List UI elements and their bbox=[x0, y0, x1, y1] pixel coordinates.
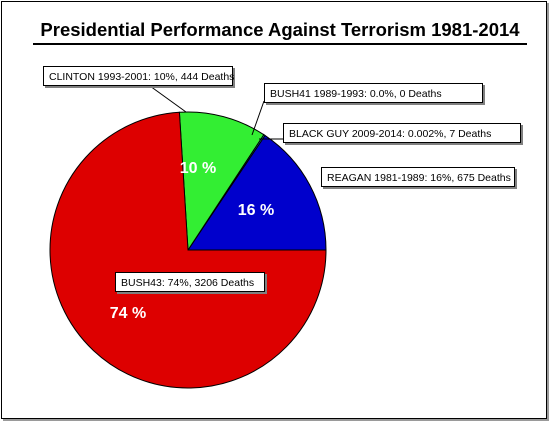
pie-slice-clinton bbox=[178, 111, 265, 252]
callout-clinton: CLINTON 1993-2001: 10%, 444 Deaths bbox=[43, 66, 234, 86]
callout-bush43: BUSH43: 74%, 3206 Deaths bbox=[115, 272, 265, 292]
callout-black-guy: BLACK GUY 2009-2014: 0.002%, 7 Deaths bbox=[283, 123, 521, 143]
callout-leader-lines bbox=[149, 85, 284, 140]
chart-title: Presidential Performance Against Terrori… bbox=[40, 19, 520, 40]
pie-slices bbox=[49, 111, 327, 389]
pct-label-clinton: 10 % bbox=[180, 160, 216, 177]
callout-reagan: REAGAN 1981-1989: 16%, 675 Deaths bbox=[321, 167, 515, 187]
pct-label-reagan: 16 % bbox=[238, 202, 274, 219]
leader-line-clinton bbox=[149, 85, 187, 113]
callout-bush41: BUSH41 1989-1993: 0.0%, 0 Deaths bbox=[264, 83, 483, 103]
leader-line-bush41 bbox=[251, 100, 265, 136]
title-underline bbox=[33, 43, 527, 45]
pct-label-bush43: 74 % bbox=[110, 305, 146, 322]
pie-slice-bush43 bbox=[49, 111, 327, 389]
pie-slice-reagan bbox=[187, 134, 327, 251]
